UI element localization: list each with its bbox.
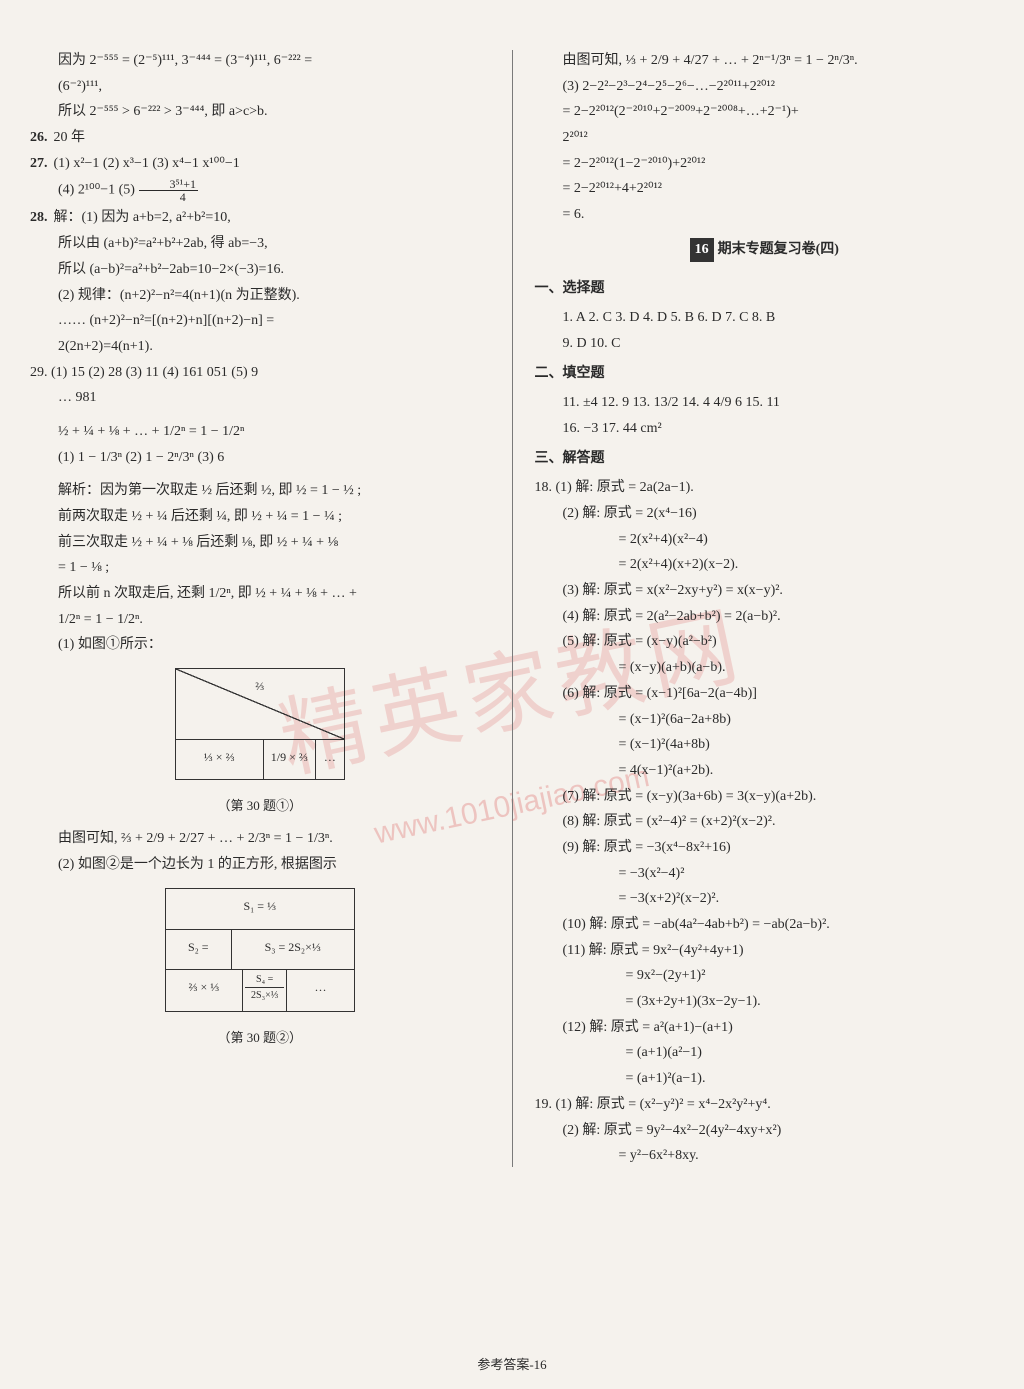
q27-line1: 27.(1) x²−1 (2) x³−1 (3) x⁴−1 x¹⁰⁰−1 <box>30 153 490 175</box>
q27b-prefix: (4) 2¹⁰⁰−1 (5) <box>58 183 135 198</box>
frac-d: 4 <box>139 191 198 203</box>
exp2: 前两次取走 ½ + ¼ 后还剩 ¼, 即 ½ + ¼ = 1 − ¼ ; <box>30 506 490 528</box>
fig2-intro: (2) 如图②是一个边长为 1 的正方形, 根据图示 <box>30 854 490 876</box>
q18-6d: = 4(x−1)²(a+2b). <box>535 760 995 782</box>
s2b: 16. −3 17. 44 cm² <box>535 418 995 440</box>
section-1: 一、选择题 <box>535 278 995 300</box>
s2a: 11. ±4 12. 9 13. 13/2 14. 4 4/9 6 15. 11 <box>535 392 995 414</box>
q18-2c: = 2(x²+4)(x+2)(x−2). <box>535 554 995 576</box>
fig1-intro: (1) 如图①所示： <box>30 634 490 656</box>
page-footer: 参考答案-16 <box>0 1355 1024 1375</box>
fig1-top-cell: ⅔ <box>176 669 344 739</box>
q28c: 所以 (a−b)²=a²+b²−2ab=10−2×(−3)=16. <box>30 259 490 281</box>
exp5: 所以前 n 次取走后, 还剩 1/2ⁿ, 即 ½ + ¼ + ⅛ + … + <box>30 583 490 605</box>
frac-n: 3⁵¹+1 <box>139 178 198 191</box>
q19-2a: (2) 解: 原式 = 9y²−4x²−2(4y²−4xy+x²) <box>535 1120 995 1142</box>
q18-12c: = (a+1)²(a−1). <box>535 1068 995 1090</box>
left-column: 因为 2⁻⁵⁵⁵ = (2⁻⁵)¹¹¹, 3⁻⁴⁴⁴ = (3⁻⁴)¹¹¹, 6… <box>30 50 490 1167</box>
r3: = 2−2²⁰¹²(2⁻²⁰¹⁰+2⁻²⁰⁰⁹+2⁻²⁰⁰⁸+…+2⁻¹)+ <box>535 101 995 123</box>
fig1-bl: ⅓ × ⅔ <box>176 740 263 779</box>
q27-line2: (4) 2¹⁰⁰−1 (5) 3⁵¹+14 <box>30 178 490 203</box>
q18-11a: (11) 解: 原式 = 9x²−(4y²+4y+1) <box>535 940 995 962</box>
exp6: 1/2ⁿ = 1 − 1/2ⁿ. <box>30 609 490 631</box>
q19-2b: = y²−6x²+8xy. <box>535 1145 995 1167</box>
q18-2a: (2) 解: 原式 = 2(x⁴−16) <box>535 503 995 525</box>
fig1-br: 1/9 × ⅔ <box>263 740 315 779</box>
fig2-s4b: 2S₃×⅓ <box>245 987 284 1004</box>
q18-7: (7) 解: 原式 = (x−y)(3a+6b) = 3(x−y)(a+2b). <box>535 786 995 808</box>
q26-ans: 20 年 <box>54 130 86 145</box>
q29a: 29. (1) 15 (2) 28 (3) 11 (4) 161 051 (5)… <box>30 362 490 384</box>
q28a: 解：(1) 因为 a+b=2, a²+b²=10, <box>54 210 231 225</box>
fig2-dots: … <box>286 970 354 1011</box>
s1b: 9. D 10. C <box>535 333 995 355</box>
seq1b: (1) 1 − 1/3ⁿ (2) 1 − 2ⁿ/3ⁿ (3) 6 <box>30 447 490 469</box>
fig1-caption: （第 30 题①） <box>30 796 490 816</box>
figure-30-1: ⅔ ⅓ × ⅔ 1/9 × ⅔ … <box>175 668 345 780</box>
r6: = 6. <box>535 204 995 226</box>
fig1-dots: … <box>315 740 344 779</box>
exp1: 解析：因为第一次取走 ½ 后还剩 ½, 即 ½ = 1 − ½ ; <box>30 480 490 502</box>
q27a: (1) x²−1 (2) x³−1 (3) x⁴−1 x¹⁰⁰−1 <box>54 156 240 171</box>
column-divider <box>512 50 513 1167</box>
q18-6c: = (x−1)²(4a+8b) <box>535 734 995 756</box>
text-line: (6⁻²)¹¹¹, <box>30 76 490 98</box>
q18-8: (8) 解: 原式 = (x²−4)² = (x+2)²(x−2)². <box>535 811 995 833</box>
fig1-concl: 由图可知, ⅔ + 2/9 + 2/27 + … + 2/3ⁿ = 1 − 1/… <box>30 828 490 850</box>
s1a: 1. A 2. C 3. D 4. D 5. B 6. D 7. C 8. B <box>535 307 995 329</box>
q18-10: (10) 解: 原式 = −ab(4a²−4ab+b²) = −ab(2a−b)… <box>535 914 995 936</box>
q18-11c: = (3x+2y+1)(3x−2y−1). <box>535 991 995 1013</box>
r4: = 2−2²⁰¹²(1−2⁻²⁰¹⁰)+2²⁰¹² <box>535 153 995 175</box>
exp3: 前三次取走 ½ + ¼ + ⅛ 后还剩 ⅛, 即 ½ + ¼ + ⅛ <box>30 532 490 554</box>
q18-2b: = 2(x²+4)(x²−4) <box>535 529 995 551</box>
q18-9c: = −3(x+2)²(x−2)². <box>535 888 995 910</box>
q18-6a: (6) 解: 原式 = (x−1)²[6a−2(a−4b)] <box>535 683 995 705</box>
right-column: 由图可知, ⅓ + 2/9 + 4/27 + … + 2ⁿ⁻¹/3ⁿ = 1 −… <box>535 50 995 1167</box>
r5: = 2−2²⁰¹²+4+2²⁰¹² <box>535 178 995 200</box>
q28f: 2(2n+2)=4(n+1). <box>30 336 490 358</box>
q18-5b: = (x−y)(a+b)(a−b). <box>535 657 995 679</box>
figure-30-2: S₁ = ⅓ S₂ = S₃ = 2S₂×⅓ ⅔ × ⅓ S₄ = 2S₃×⅓ … <box>165 888 355 1012</box>
fig2-bl: ⅔ × ⅓ <box>166 970 242 1011</box>
fig2-s4-wrap: S₄ = 2S₃×⅓ <box>242 970 286 1011</box>
q28d: (2) 规律：(n+2)²−n²=4(n+1)(n 为正整数). <box>30 285 490 307</box>
fig2-s2: S₂ = <box>166 930 231 969</box>
q18-12b: = (a+1)(a²−1) <box>535 1042 995 1064</box>
q18-5a: (5) 解: 原式 = (x−y)(a²−b²) <box>535 631 995 653</box>
seq1a: ½ + ¼ + ⅛ + … + 1/2ⁿ = 1 − 1/2ⁿ <box>30 421 490 443</box>
q26: 26.20 年 <box>30 127 490 149</box>
fig2-s3: S₃ = 2S₂×⅓ <box>231 930 354 969</box>
fig1-top: ⅔ <box>255 679 264 693</box>
r3b: 2²⁰¹² <box>535 127 995 149</box>
section-badge: 16 <box>690 238 714 262</box>
fig2-caption: （第 30 题②） <box>30 1028 490 1048</box>
q29b: … 981 <box>30 387 490 409</box>
q28e: …… (n+2)²−n²=[(n+2)+n][(n+2)−n] = <box>30 310 490 332</box>
page: 因为 2⁻⁵⁵⁵ = (2⁻⁵)¹¹¹, 3⁻⁴⁴⁴ = (3⁻⁴)¹¹¹, 6… <box>0 0 1024 1187</box>
q18-6b: = (x−1)²(6a−2a+8b) <box>535 709 995 731</box>
section-2: 二、填空题 <box>535 363 995 385</box>
text-line: 因为 2⁻⁵⁵⁵ = (2⁻⁵)¹¹¹, 3⁻⁴⁴⁴ = (3⁻⁴)¹¹¹, 6… <box>30 50 490 72</box>
fig2-s4: S₄ = <box>245 972 284 988</box>
q27b-frac: 3⁵¹+14 <box>139 178 198 203</box>
section-3: 三、解答题 <box>535 448 995 470</box>
q18-4: (4) 解: 原式 = 2(a²−2ab+b²) = 2(a−b)². <box>535 606 995 628</box>
r1: 由图可知, ⅓ + 2/9 + 4/27 + … + 2ⁿ⁻¹/3ⁿ = 1 −… <box>535 50 995 72</box>
fig2-s1: S₁ = ⅓ <box>166 889 354 929</box>
q18-1: 18. (1) 解: 原式 = 2a(2a−1). <box>535 477 995 499</box>
q18-11b: = 9x²−(2y+1)² <box>535 965 995 987</box>
q18-9a: (9) 解: 原式 = −3(x⁴−8x²+16) <box>535 837 995 859</box>
text-line: 所以 2⁻⁵⁵⁵ > 6⁻²²² > 3⁻⁴⁴⁴, 即 a>c>b. <box>30 101 490 123</box>
q18-12a: (12) 解: 原式 = a²(a+1)−(a+1) <box>535 1017 995 1039</box>
r2: (3) 2−2²−2³−2⁴−2⁵−2⁶−…−2²⁰¹¹+2²⁰¹² <box>535 76 995 98</box>
q19-1: 19. (1) 解: 原式 = (x²−y²)² = x⁴−2x²y²+y⁴. <box>535 1094 995 1116</box>
q18-9b: = −3(x²−4)² <box>535 863 995 885</box>
q28-line1: 28.解：(1) 因为 a+b=2, a²+b²=10, <box>30 207 490 229</box>
exp4: = 1 − ⅛ ; <box>30 557 490 579</box>
q28b: 所以由 (a+b)²=a²+b²+2ab, 得 ab=−3, <box>30 233 490 255</box>
section-16-title: 1616 期末专题复习卷(四)期末专题复习卷(四) <box>535 238 995 262</box>
q18-3: (3) 解: 原式 = x(x²−2xy+y²) = x(x−y)². <box>535 580 995 602</box>
